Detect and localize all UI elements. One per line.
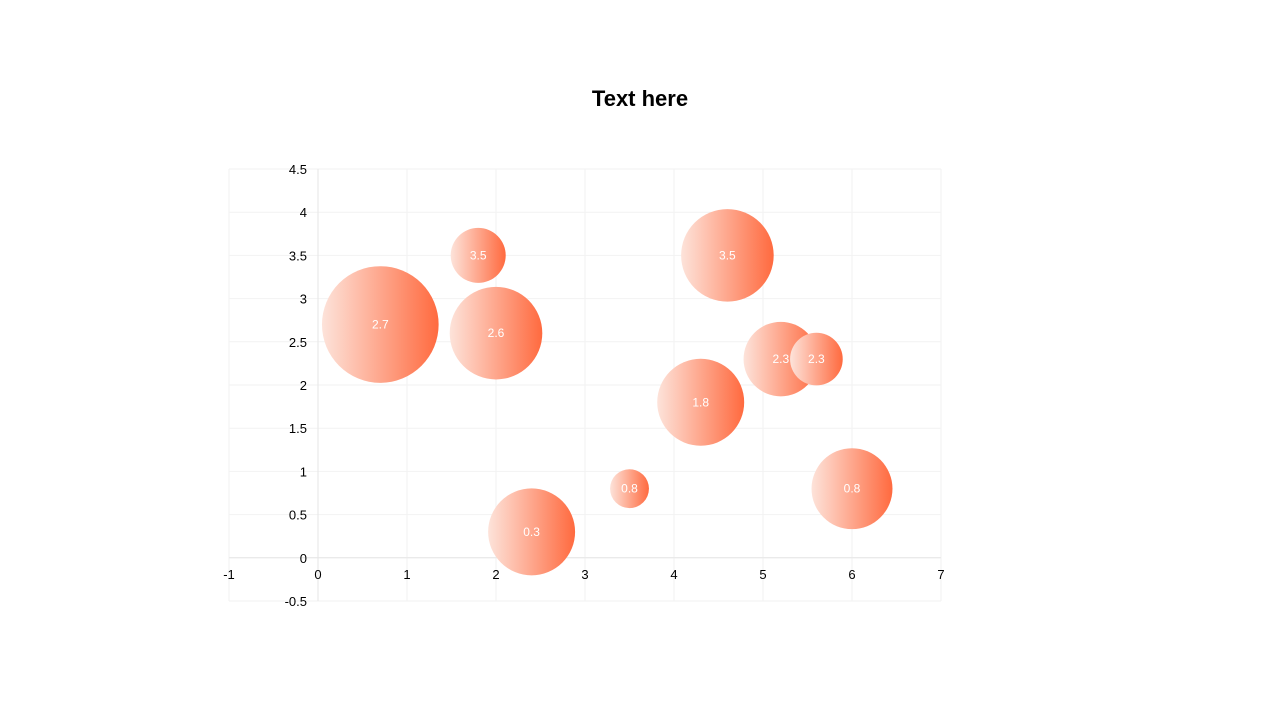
bubble	[811, 448, 893, 530]
x-tick-label: -1	[223, 567, 235, 582]
chart-title: Text here	[591, 86, 689, 111]
x-tick-label: 6	[848, 567, 855, 582]
bubble	[681, 209, 774, 302]
bubble	[790, 332, 843, 386]
bubbles	[321, 209, 893, 576]
x-tick-label: 7	[937, 567, 944, 582]
bubble	[610, 469, 649, 509]
x-tick-label: 0	[314, 567, 321, 582]
bubble-data-label: 2.7	[372, 318, 389, 332]
y-tick-label: 3.5	[289, 248, 307, 263]
y-tick-label: 4.5	[289, 162, 307, 177]
tick-labels: -1 0 1 2 3 4 5 6 7 -0.5 0 0.5 1 1.5 2 2.5 3 3.5 4 4.5	[223, 162, 944, 609]
x-tick-label: 4	[670, 567, 677, 582]
x-tick-label: 2	[492, 567, 499, 582]
bubble	[488, 488, 576, 576]
y-tick-label: 4	[300, 205, 307, 220]
grid-lines	[228, 168, 942, 602]
bubble-data-label: 2.3	[772, 352, 789, 366]
bubble-data-label: 3.5	[470, 248, 487, 262]
x-tick-label: 3	[581, 567, 588, 582]
bubble-data-label: 0.3	[523, 525, 540, 539]
bubble-labels: 2.7 3.5 2.6 0.3 0.8 1.8 3.5 2.3 2.3 0.8	[372, 248, 861, 538]
bubble-data-label: 0.8	[621, 482, 638, 496]
y-tick-label: 0	[300, 551, 307, 566]
y-tick-label: 1	[300, 464, 307, 479]
bubble	[449, 286, 543, 380]
x-tick-label: 5	[759, 567, 766, 582]
y-tick-label: 2	[300, 378, 307, 393]
bubble	[321, 266, 439, 383]
y-tick-label: 2.5	[289, 335, 307, 350]
bubble-data-label: 0.8	[844, 482, 861, 496]
axes	[229, 169, 941, 601]
y-tick-label: 1.5	[289, 421, 307, 436]
bubble	[450, 227, 506, 283]
x-tick-label: 1	[403, 567, 410, 582]
y-tick-label: -0.5	[285, 594, 307, 609]
bubble-data-label: 2.6	[488, 326, 505, 340]
bubble-data-label: 2.3	[808, 352, 825, 366]
bubble-data-label: 3.5	[719, 248, 736, 262]
y-tick-label: 3	[300, 292, 307, 307]
y-tick-label: 0.5	[289, 508, 307, 523]
bubble	[657, 358, 745, 446]
bubble-data-label: 1.8	[692, 395, 709, 409]
